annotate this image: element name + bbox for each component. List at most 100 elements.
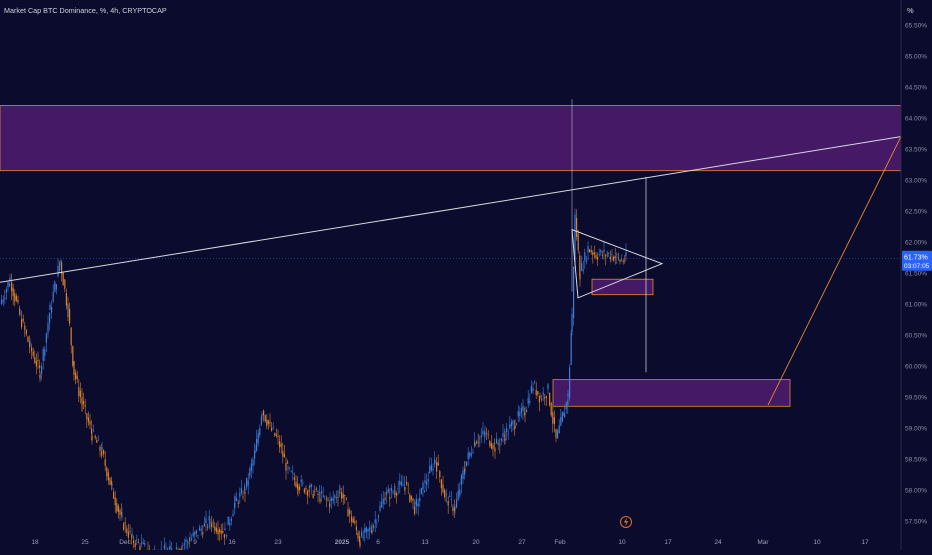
candle-body	[541, 399, 542, 400]
y-tick-label: 63.00%	[905, 178, 927, 185]
candle-body	[602, 255, 603, 256]
candle-body	[621, 260, 622, 261]
candle-body	[193, 533, 194, 536]
candle-body	[536, 390, 537, 395]
candle-body	[213, 522, 214, 523]
upper-zone[interactable]	[0, 106, 901, 171]
candle-body	[375, 519, 376, 523]
candle-body	[502, 433, 503, 437]
candle-body	[323, 496, 324, 497]
y-tick-label: 59.50%	[905, 395, 927, 402]
candle-body	[329, 500, 330, 501]
candle-body	[436, 462, 437, 471]
candle-body	[567, 394, 568, 396]
candle-body	[118, 506, 119, 512]
candle-body	[492, 445, 493, 450]
x-tick-label: Feb	[554, 539, 566, 546]
candle-body	[116, 503, 117, 511]
candle-body	[37, 360, 38, 361]
candle-body	[263, 410, 264, 415]
chart-title: Market Cap BTC Dominance, %, 4h, CRYPTOC…	[4, 6, 167, 15]
x-tick-label: 10	[813, 539, 821, 546]
candle-body	[327, 500, 328, 501]
y-tick-label: 59.00%	[905, 426, 927, 433]
candle-body	[486, 433, 487, 434]
candle-body	[476, 443, 477, 444]
candle-body	[454, 507, 455, 508]
candle-body	[534, 382, 535, 383]
candle-body	[600, 250, 601, 252]
candle-body	[66, 293, 67, 306]
candle-body	[258, 433, 259, 443]
x-tick-label: 20	[472, 539, 480, 546]
candle-body	[402, 485, 403, 486]
candle-body	[619, 260, 620, 262]
mid-zone[interactable]	[592, 279, 653, 295]
x-tick-label: Mar	[757, 539, 769, 546]
candle-body	[549, 393, 550, 405]
candle-body	[191, 538, 192, 539]
candle-body	[569, 367, 570, 398]
candle-body	[289, 468, 290, 469]
lower-zone[interactable]	[553, 380, 790, 407]
candle-body	[386, 492, 387, 495]
candle-body	[1, 300, 2, 304]
candle-body	[441, 480, 442, 489]
candle-body	[448, 501, 449, 506]
candle-body	[578, 234, 579, 251]
candle-body	[551, 403, 552, 415]
candle-body	[164, 545, 165, 548]
candle-body	[265, 415, 266, 421]
candle-body	[363, 537, 364, 538]
candle-body	[209, 516, 210, 520]
candle-body	[304, 489, 305, 492]
candle-body	[252, 459, 253, 465]
candle-body	[488, 434, 489, 435]
candle-body	[406, 482, 407, 484]
candle-body	[222, 531, 223, 533]
candle-body	[282, 451, 283, 457]
candle-body	[77, 376, 78, 379]
x-tick-label: 18	[31, 539, 39, 546]
candle-body	[11, 282, 12, 291]
candle-body	[115, 498, 116, 506]
candle-body	[284, 454, 285, 458]
candle-body	[199, 528, 200, 531]
candle-body	[532, 388, 533, 391]
candle-body	[81, 404, 82, 405]
candle-body	[313, 494, 314, 498]
candle-body	[88, 418, 89, 423]
candle-body	[414, 502, 415, 504]
candle-body	[562, 412, 563, 416]
candle-body	[273, 427, 274, 428]
candle-body	[378, 515, 379, 517]
candle-body	[292, 473, 293, 474]
candle-body	[459, 489, 460, 495]
candle-body	[451, 499, 452, 500]
y-tick-label: 57.50%	[905, 519, 927, 526]
price-axis-unit[interactable]: %	[907, 6, 914, 15]
candle-body	[274, 433, 275, 436]
candle-body	[431, 465, 432, 471]
candle-body	[285, 463, 286, 471]
candle-body	[98, 440, 99, 441]
x-tick-label: 23	[274, 539, 282, 546]
candle-body	[557, 430, 558, 438]
candle-body	[16, 296, 17, 301]
candle-body	[456, 499, 457, 507]
candle-body	[531, 386, 532, 393]
candle-body	[539, 396, 540, 397]
candle-body	[6, 289, 7, 292]
candle-body	[499, 445, 500, 446]
candle-body	[24, 326, 25, 330]
candle-body	[78, 387, 79, 396]
x-tick-label: 13	[421, 539, 429, 546]
candle-body	[136, 540, 137, 541]
candle-body	[302, 483, 303, 484]
candle-body	[419, 498, 420, 501]
candle-body	[239, 493, 240, 497]
candle-body	[194, 532, 195, 535]
candle-body	[484, 435, 485, 436]
